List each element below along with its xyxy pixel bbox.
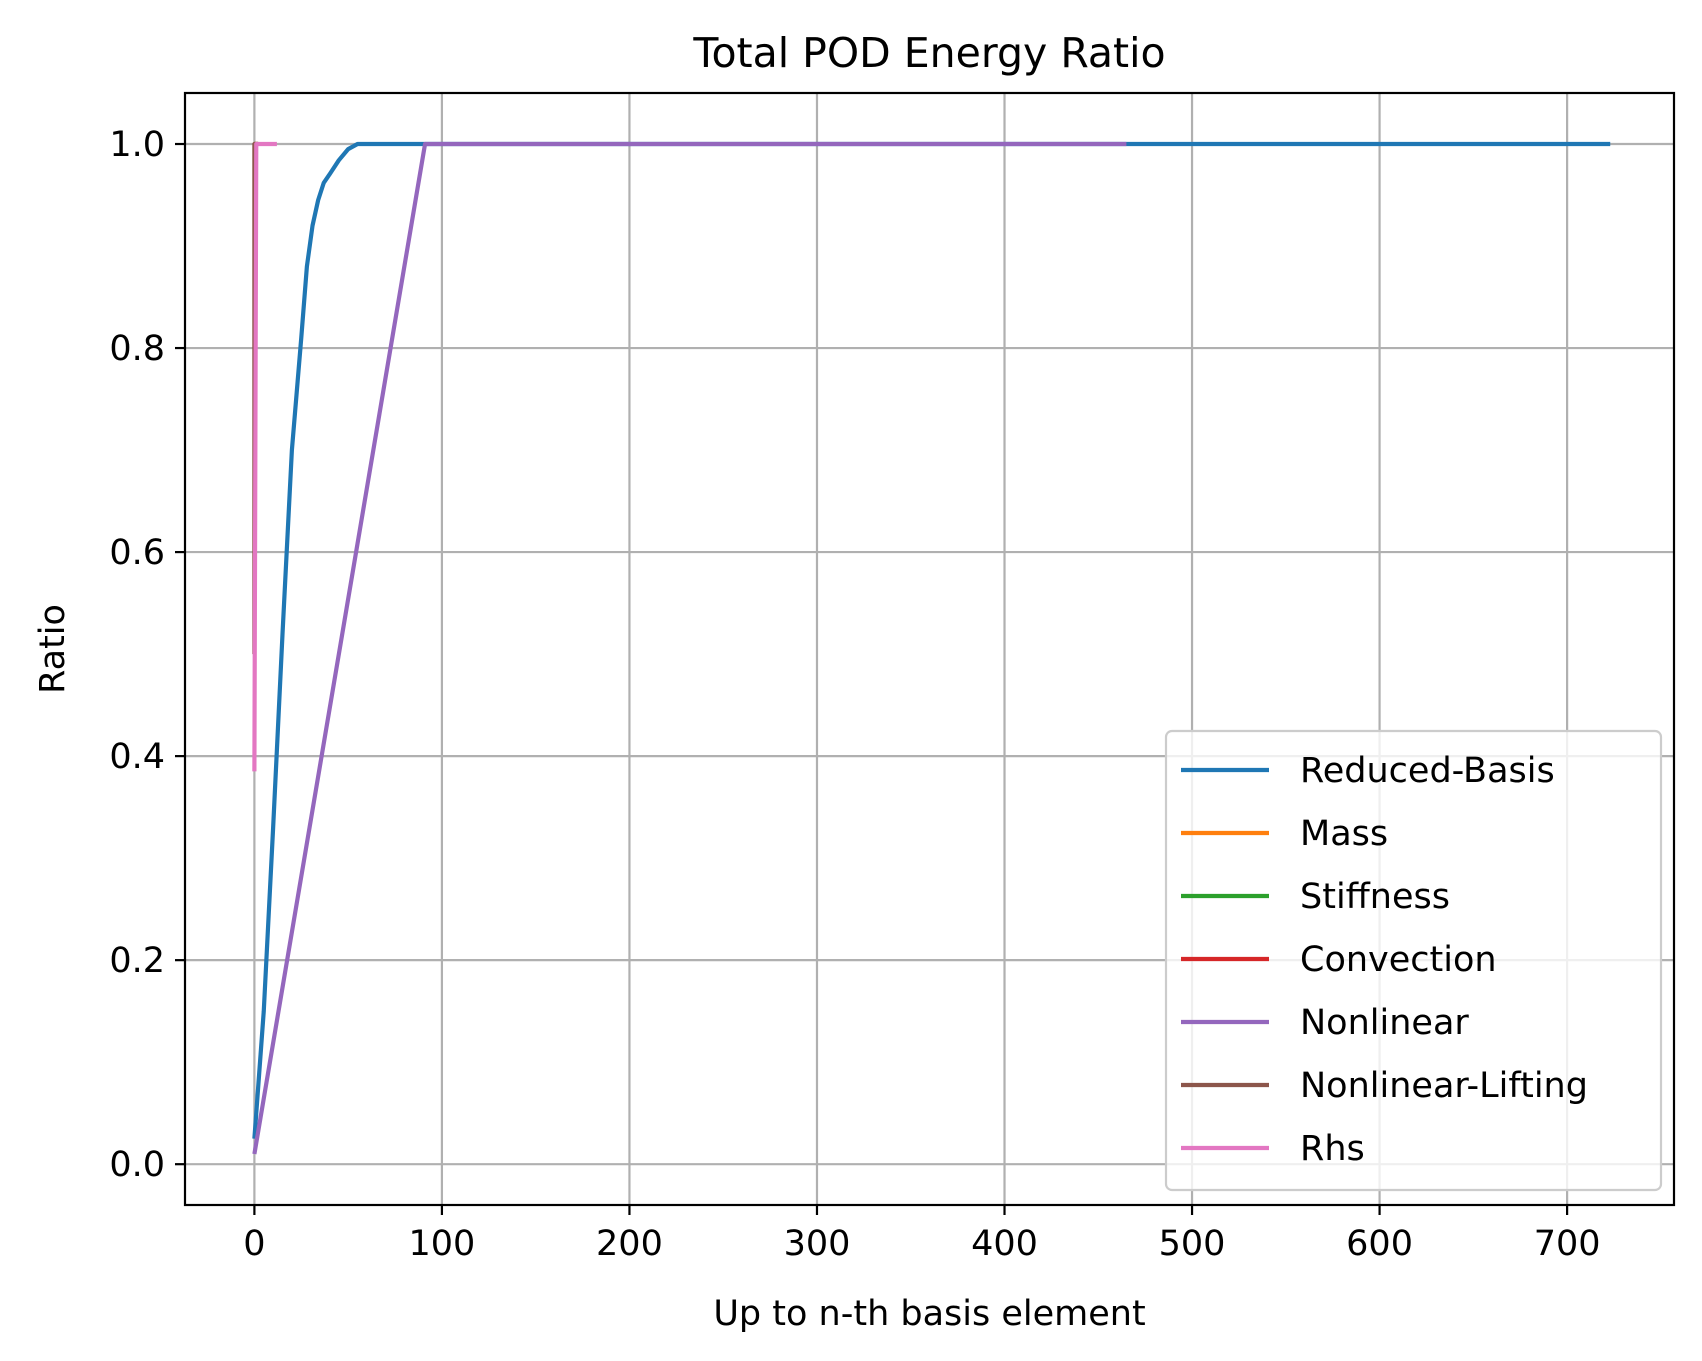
legend-label: Nonlinear-Lifting <box>1300 1066 1588 1106</box>
x-axis-label: Up to n-th basis element <box>713 1294 1145 1334</box>
legend-label: Reduced-Basis <box>1300 751 1555 791</box>
y-axis-label: Ratio <box>33 604 73 694</box>
series-lines <box>252 141 1611 1155</box>
y-tick-label: 0.0 <box>109 1145 165 1185</box>
x-tick-label: 700 <box>1534 1224 1601 1264</box>
legend-label: Stiffness <box>1300 877 1450 917</box>
x-tick-label: 300 <box>784 1224 851 1264</box>
x-tick-label: 200 <box>596 1224 663 1264</box>
y-tick-label: 1.0 <box>109 125 165 165</box>
x-tick-label: 400 <box>971 1224 1038 1264</box>
legend: Reduced-Basis Mass Stiffness Convection Nonl… <box>1164 729 1663 1192</box>
y-tick-label: 0.8 <box>109 329 165 369</box>
legend-label: Nonlinear <box>1300 1003 1469 1043</box>
x-tick-label: 500 <box>1159 1224 1226 1264</box>
y-tick-label: 0.2 <box>109 941 165 981</box>
x-tick-label: 600 <box>1346 1224 1413 1264</box>
x-tick-label: 100 <box>409 1224 476 1264</box>
axis-ticks: 0 100 200 300 400 500 600 700 0.0 0.2 0.4 0.6 0.8 1.0 <box>109 125 1600 1264</box>
legend-frame <box>1164 729 1663 1192</box>
y-tick-label: 0.4 <box>109 737 165 777</box>
y-tick-label: 0.6 <box>109 533 165 573</box>
x-tick-label: 0 <box>243 1224 265 1264</box>
legend-label: Rhs <box>1300 1129 1365 1169</box>
chart-title: Total POD Energy Ratio <box>692 29 1165 77</box>
plot-frame <box>183 91 1676 1207</box>
series-line-rhs <box>252 141 277 772</box>
legend-label: Mass <box>1300 814 1388 854</box>
series-line-nonlinear <box>252 141 1127 1155</box>
legend-label: Convection <box>1300 940 1497 980</box>
